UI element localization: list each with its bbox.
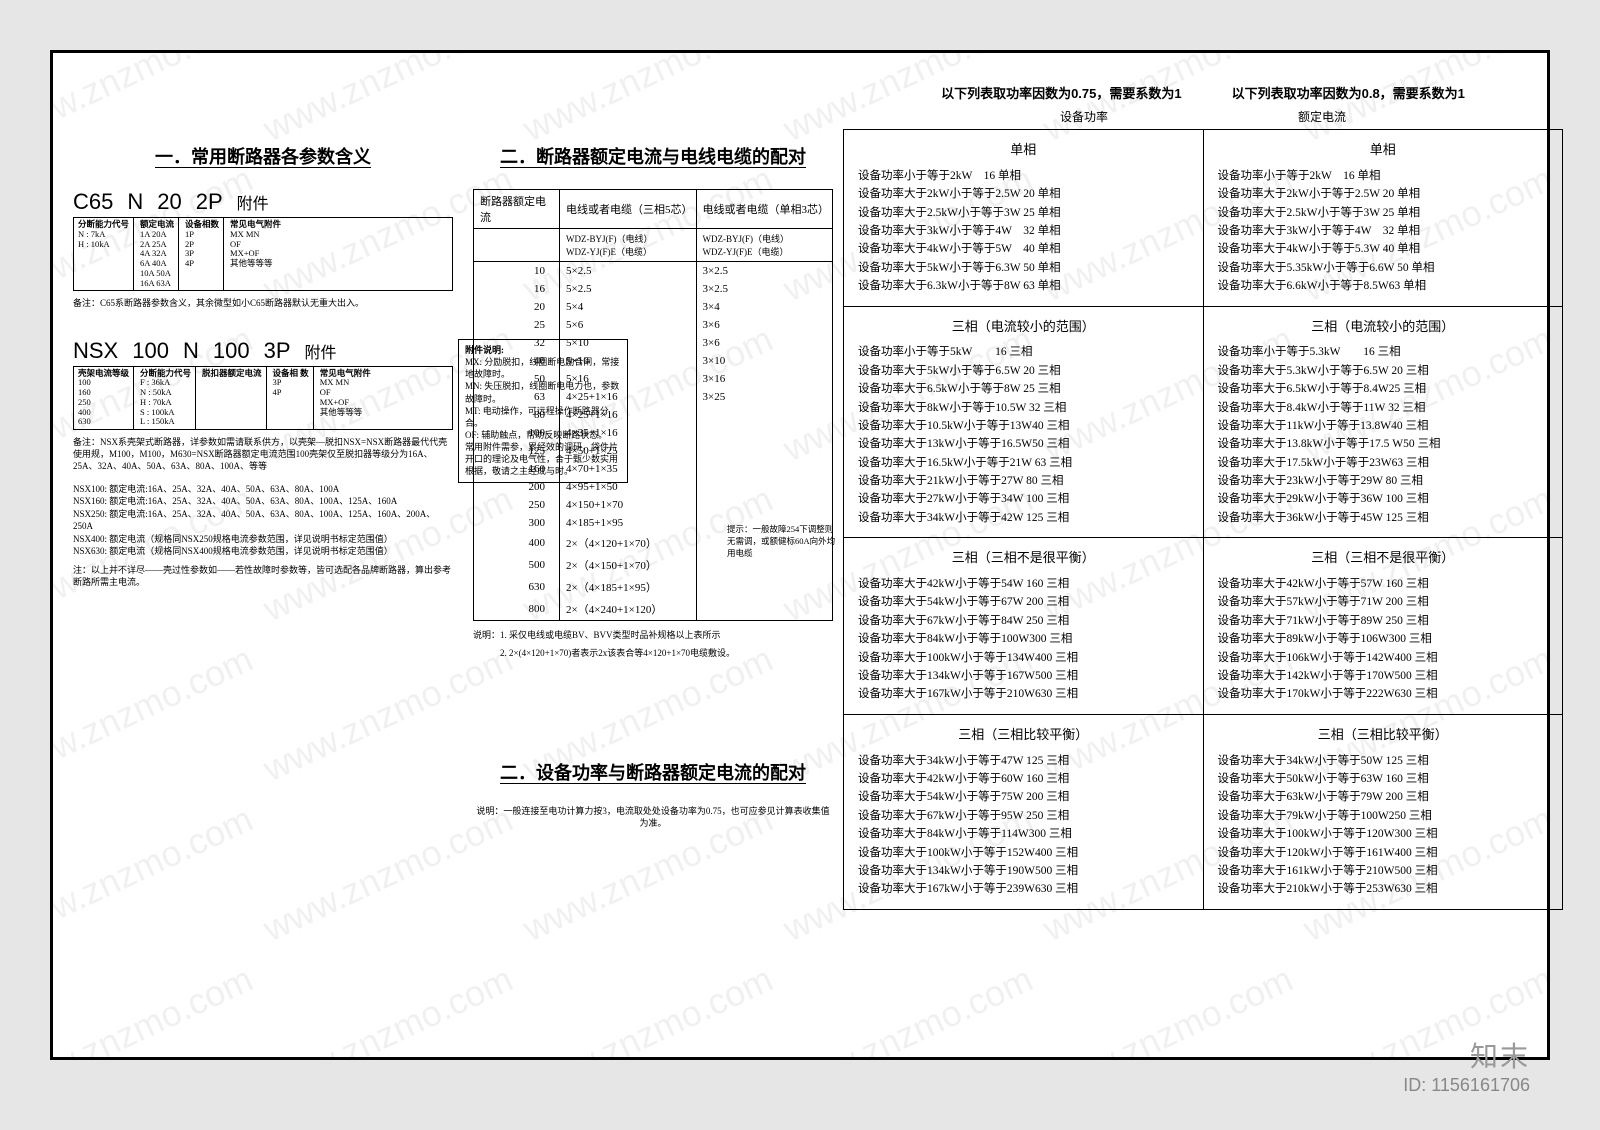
table-row: 165×2.53×2.5	[474, 280, 833, 298]
param-box: 分断能力代号N : 7kAH : 10kA	[74, 218, 134, 290]
power-cell: 三相（三相比较平衡）设备功率大于34kW小于等于50W 125 三相设备功率大于…	[1203, 714, 1563, 909]
param-box: 常见电气附件MX MNOFMX+OF其他等等等	[316, 367, 375, 430]
power-cell: 三相（电流较小的范围）设备功率小于等于5kW 16 三相设备功率大于5kW小于等…	[843, 306, 1203, 538]
table-row: 1004×35+1×16	[474, 424, 833, 442]
param-box: 脱扣器额定电流	[198, 367, 267, 430]
table-row: 1604×70+1×35	[474, 460, 833, 478]
th-1phase: 电线或者电缆（单相3芯）	[696, 190, 833, 229]
col2-title: 二．断路器额定电流与电线电缆的配对	[473, 143, 833, 169]
table-row: 105×2.53×2.5	[474, 262, 833, 281]
power-cell: 三相（三相不是很平衡）设备功率大于42kW小于等于57W 160 三相设备功率大…	[1203, 537, 1563, 714]
c65-partline: C65 N 20 2P 附件	[73, 189, 453, 215]
table-row: 8002×（4×240+1×120）	[474, 598, 833, 621]
table-row: 205×43×4	[474, 298, 833, 316]
cable-sidenote: 提示：一般故障254下调整则无需调，或额健标60A向外均用电缆	[727, 523, 837, 559]
cable-note1: 说明：1. 采仅电线或电缆BV、BVV类型时品补规格以上表所示	[473, 629, 833, 641]
corner-stamp: 知末 ID: 1156161706	[1403, 1035, 1530, 1096]
table-row: 255×63×6	[474, 316, 833, 334]
sub-left: 设备功率	[1060, 108, 1108, 125]
col2-note3: 说明：一般连接至电功计算力按3，电流取处处设备功率为0.75，也可应参见计算表收…	[473, 805, 833, 829]
table-row: 505×163×16	[474, 370, 833, 388]
hdr-right: 以下列表取功率因数为0.8，需要系数为1	[1232, 83, 1465, 102]
sub-right: 额定电流	[1298, 108, 1346, 125]
hdr-left: 以下列表取功率因数为0.75，需要系数为1	[941, 83, 1182, 102]
col-cable-table: 二．断路器额定电流与电线电缆的配对 断路器额定电流 电线或者电缆（三相5芯） 电…	[473, 83, 833, 1037]
nsx-partline: NSX 100 N 100 3P 附件	[73, 338, 453, 364]
nsx-boxes: 壳架电流等级100160250400630分断能力代号F : 36kAN : 5…	[73, 366, 453, 431]
param-box: 常见电气附件MX MNOFMX+OF其他等等等	[226, 218, 285, 290]
col-power-tables: 以下列表取功率因数为0.75，需要系数为1 以下列表取功率因数为0.8，需要系数…	[843, 83, 1563, 1037]
table-row: 6302×（4×185+1×95）	[474, 576, 833, 598]
cable-note2: 2. 2×(4×120+1×70)者表示2x该表合等4×120+1×70电缆敷设…	[473, 647, 833, 659]
table-row: 2004×95+1×50	[474, 478, 833, 496]
power-cell: 单相设备功率小于等于2kW 16 单相设备功率大于2kW小于等于2.5W 20 …	[843, 130, 1203, 306]
c65-boxes: 分断能力代号N : 7kAH : 10kA额定电流1A 20A2A 25A4A …	[73, 217, 453, 291]
table-row: 1254×50+1×25	[474, 442, 833, 460]
param-box: 设备相数1P2P3P4P	[181, 218, 224, 290]
power-cell: 三相（三相不是很平衡）设备功率大于42kW小于等于54W 160 三相设备功率大…	[843, 537, 1203, 714]
power-grid: 单相设备功率小于等于2kW 16 单相设备功率大于2kW小于等于2.5W 20 …	[843, 129, 1563, 910]
power-cell: 三相（电流较小的范围）设备功率小于等于5.3kW 16 三相设备功率大于5.3k…	[1203, 306, 1563, 538]
param-box: 设备相 数3P4P	[269, 367, 314, 430]
col2-title3: 二．设备功率与断路器额定电流的配对	[473, 759, 833, 785]
param-box: 壳架电流等级100160250400630	[74, 367, 134, 430]
nsx-note: 备注：NSX系壳架式断路器，详参数如需请联系供方，以壳架—脱扣NSX=NSX断路…	[73, 436, 453, 472]
param-box: 分断能力代号F : 36kAN : 50kAH : 70kAS : 100kAL…	[136, 367, 196, 430]
th-current: 断路器额定电流	[474, 190, 560, 229]
power-cell: 三相（三相比较平衡）设备功率大于34kW小于等于47W 125 三相设备功率大于…	[843, 714, 1203, 909]
th-3phase: 电线或者电缆（三相5芯）	[560, 190, 696, 229]
table-row: 405×103×10	[474, 352, 833, 370]
table-row: 804×25+1×16	[474, 406, 833, 424]
nsx-list: NSX100: 额定电流:16A、25A、32A、40A、50A、63A、80A…	[73, 483, 453, 559]
table-row: 2504×150+1×70	[474, 496, 833, 514]
drawing-sheet: 一．常用断路器各参数含义 C65 N 20 2P 附件 分断能力代号N : 7k…	[50, 50, 1550, 1060]
c65-note: 备注：C65系断路器参数含义，其余微型如小C65断路器默认无重大出入。	[73, 297, 453, 309]
col-breaker-params: 一．常用断路器各参数含义 C65 N 20 2P 附件 分断能力代号N : 7k…	[73, 83, 463, 1037]
nsx-bottom-note: 注：以上并不详尽——壳过性参数如——若性故障时参数等，皆可选配各品牌断路器，算出…	[73, 564, 453, 588]
param-box: 额定电流1A 20A2A 25A4A 32A6A 40A10A 50A16A 6…	[136, 218, 179, 290]
table-row: 325×103×6	[474, 334, 833, 352]
power-cell: 单相设备功率小于等于2kW 16 单相设备功率大于2kW小于等于2.5W 20 …	[1203, 130, 1563, 306]
table-row: 634×25+1×163×25	[474, 388, 833, 406]
col1-title: 一．常用断路器各参数含义	[73, 143, 453, 169]
